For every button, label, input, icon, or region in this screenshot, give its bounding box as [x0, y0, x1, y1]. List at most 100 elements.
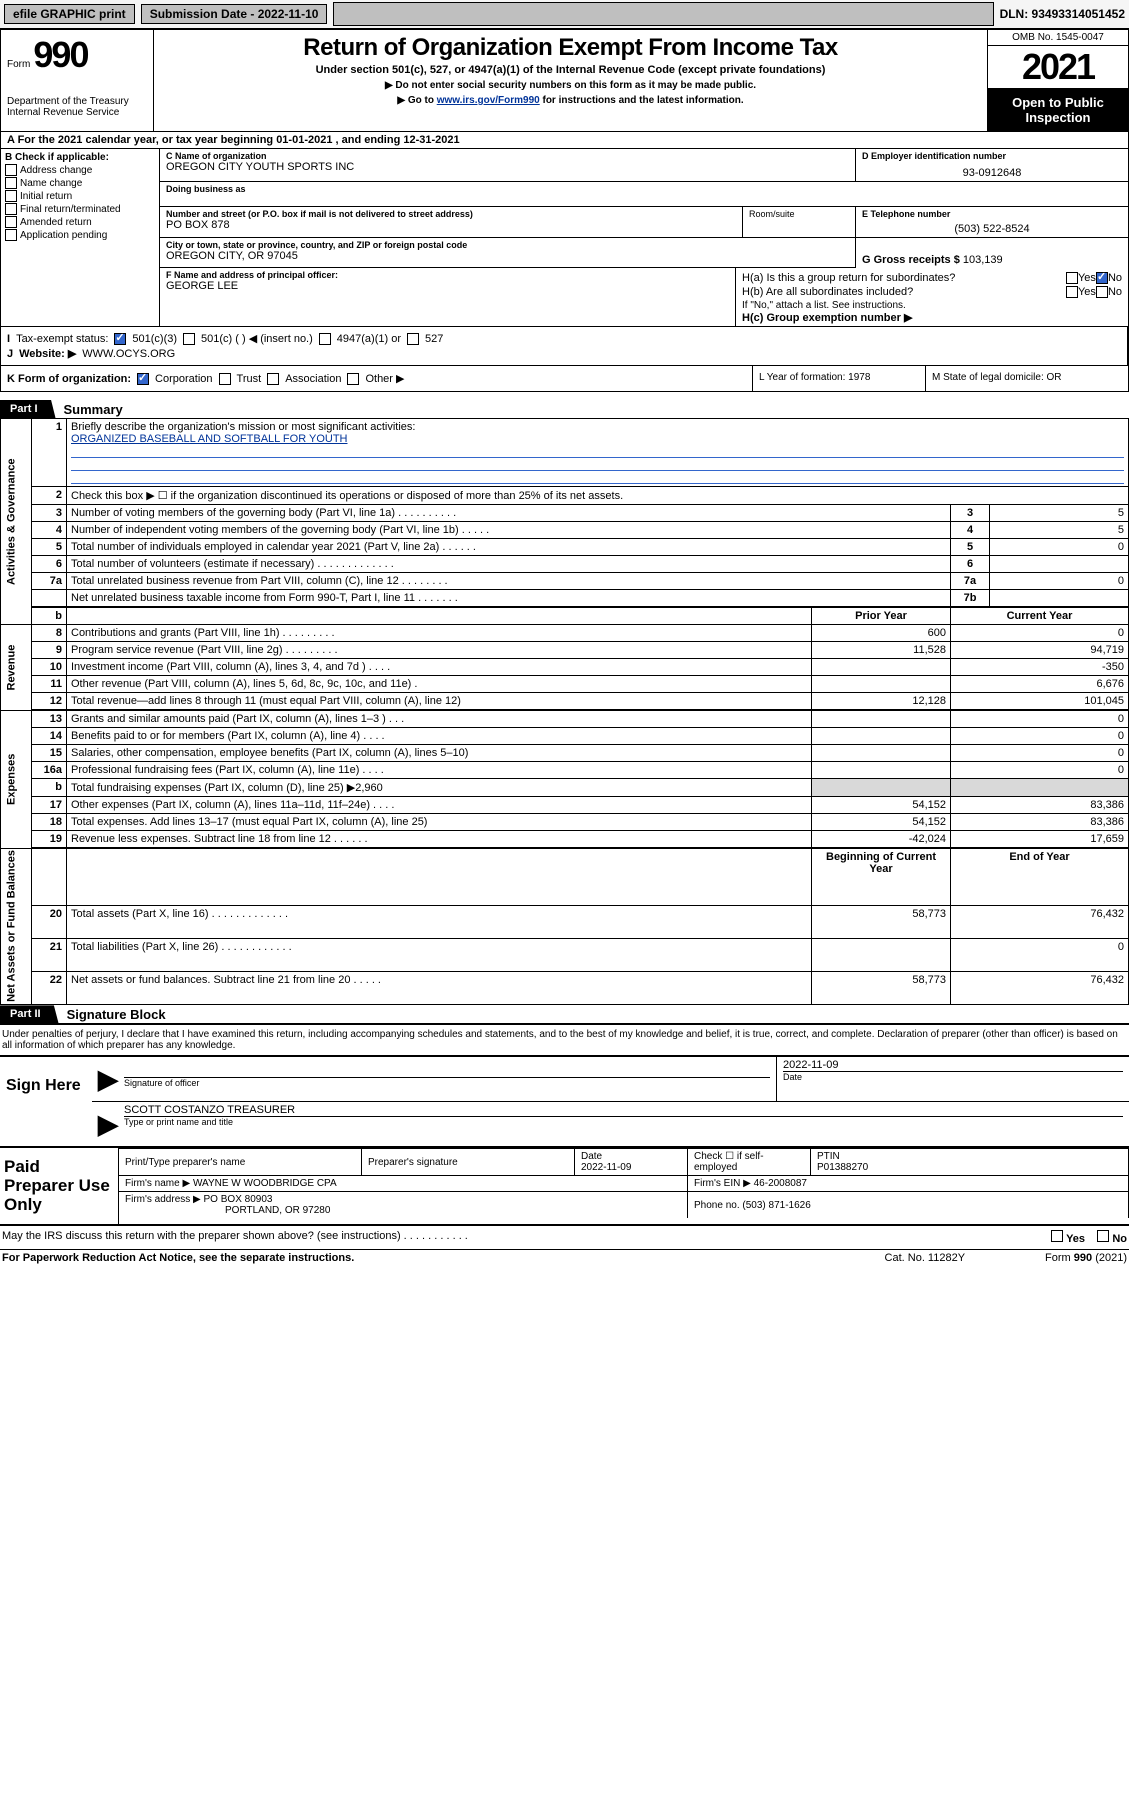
- firm-ein-value: 46-2008087: [754, 1178, 807, 1189]
- chk-trust[interactable]: [219, 373, 231, 385]
- part2-tab: Part II: [0, 1005, 59, 1023]
- p19: -42,024: [812, 831, 951, 849]
- chk-4947[interactable]: [319, 333, 331, 345]
- c16b: [951, 779, 1129, 797]
- instr-line-1: ▶ Do not enter social security numbers o…: [162, 80, 979, 91]
- footer-row: For Paperwork Reduction Act Notice, see …: [0, 1249, 1129, 1274]
- chk-address-change[interactable]: [5, 164, 17, 176]
- line6-text: Total number of volunteers (estimate if …: [67, 556, 951, 573]
- sig-name-sub: Type or print name and title: [124, 1116, 1123, 1127]
- sig-officer-sub: Signature of officer: [124, 1077, 770, 1088]
- row-a-tax-year: A For the 2021 calendar year, or tax yea…: [0, 132, 1129, 149]
- lbl-amended: Amended return: [20, 217, 92, 228]
- k-left: K Form of organization: Corporation Trus…: [1, 366, 752, 391]
- n21: 21: [32, 939, 67, 972]
- chk-other[interactable]: [347, 373, 359, 385]
- box6: 6: [951, 556, 990, 573]
- c14: 0: [951, 728, 1129, 745]
- p10: [812, 659, 951, 676]
- opt-other: Other ▶: [365, 372, 404, 385]
- ha-label: H(a) Is this a group return for subordin…: [742, 272, 1066, 284]
- line3-text: Number of voting members of the governin…: [67, 505, 951, 522]
- ein-cell: D Employer identification number 93-0912…: [855, 149, 1128, 181]
- firm-name-value: WAYNE W WOODBRIDGE CPA: [193, 1178, 337, 1189]
- form-title: Return of Organization Exempt From Incom…: [162, 34, 979, 62]
- telephone-label: E Telephone number: [862, 209, 1122, 219]
- prep-h5: PTIN: [817, 1151, 840, 1162]
- city-cell: City or town, state or province, country…: [160, 238, 856, 268]
- chk-501c[interactable]: [183, 333, 195, 345]
- n1: 1: [32, 419, 67, 487]
- footer-mid: Cat. No. 11282Y: [885, 1252, 966, 1264]
- chk-corp[interactable]: [137, 373, 149, 385]
- row-ij: I Tax-exempt status: 501(c)(3) 501(c) ( …: [0, 327, 1129, 366]
- box3: 3: [951, 505, 990, 522]
- dba-cell: Doing business as: [160, 182, 1128, 207]
- prep-h1: Print/Type preparer's name: [119, 1149, 362, 1176]
- mission-link[interactable]: ORGANIZED BASEBALL AND SOFTBALL FOR YOUT…: [71, 433, 348, 445]
- p9: 11,528: [812, 642, 951, 659]
- form-number: 990: [33, 34, 87, 75]
- opt-501c: 501(c) ( ) ◀ (insert no.): [201, 332, 313, 345]
- prep-h5-cell: PTINP01388270: [811, 1149, 1129, 1176]
- instr2-post: for instructions and the latest informat…: [540, 95, 744, 106]
- chk-hb-no[interactable]: [1096, 286, 1108, 298]
- lbl-discuss-no: No: [1112, 1233, 1127, 1245]
- chk-hb-yes[interactable]: [1066, 286, 1078, 298]
- discuss-text: May the IRS discuss this return with the…: [2, 1230, 468, 1245]
- v6: [990, 556, 1129, 573]
- v4: 5: [990, 522, 1129, 539]
- chk-amended[interactable]: [5, 216, 17, 228]
- p14: [812, 728, 951, 745]
- sign-here-label: Sign Here: [0, 1057, 92, 1146]
- org-name-label: C Name of organization: [166, 151, 849, 161]
- chk-ha-no[interactable]: [1096, 272, 1108, 284]
- chk-app-pending[interactable]: [5, 229, 17, 241]
- n6: 6: [32, 556, 67, 573]
- line16a-text: Professional fundraising fees (Part IX, …: [67, 762, 812, 779]
- irs-form990-link[interactable]: www.irs.gov/Form990: [437, 95, 540, 106]
- line10-text: Investment income (Part VIII, column (A)…: [67, 659, 812, 676]
- n-b: b: [32, 607, 67, 625]
- mission-line-1: [71, 445, 1124, 458]
- hdr-prior: Prior Year: [812, 607, 951, 625]
- efile-button[interactable]: efile GRAPHIC print: [4, 4, 135, 24]
- firm-name-label: Firm's name ▶: [125, 1178, 190, 1189]
- firm-addr2: PORTLAND, OR 97280: [225, 1205, 330, 1216]
- n3: 3: [32, 505, 67, 522]
- instr2-pre: ▶ Go to: [397, 95, 436, 106]
- chk-initial-return[interactable]: [5, 190, 17, 202]
- lbl-initial-return: Initial return: [20, 191, 72, 202]
- n9: 9: [32, 642, 67, 659]
- chk-final-return[interactable]: [5, 203, 17, 215]
- col-b-checkboxes: B Check if applicable: Address change Na…: [1, 149, 160, 326]
- line19-text: Revenue less expenses. Subtract line 18 …: [67, 831, 812, 849]
- preparer-use-only-label: Paid Preparer Use Only: [0, 1148, 119, 1224]
- chk-assoc[interactable]: [267, 373, 279, 385]
- blank-b: [67, 607, 812, 625]
- chk-discuss-no[interactable]: [1097, 1230, 1109, 1242]
- side-revenue: Revenue: [1, 625, 32, 711]
- na-blank: [67, 848, 812, 905]
- line20-text: Total assets (Part X, line 16) . . . . .…: [67, 905, 812, 938]
- p18: 54,152: [812, 814, 951, 831]
- chk-name-change[interactable]: [5, 177, 17, 189]
- row-k: K Form of organization: Corporation Trus…: [0, 366, 1129, 392]
- submission-date-button[interactable]: Submission Date - 2022-11-10: [141, 4, 328, 24]
- city-value: OREGON CITY, OR 97045: [166, 250, 849, 262]
- line12-text: Total revenue—add lines 8 through 11 (mu…: [67, 693, 812, 711]
- line16b-text: Total fundraising expenses (Part IX, col…: [67, 779, 812, 797]
- chk-527[interactable]: [407, 333, 419, 345]
- chk-discuss-yes[interactable]: [1051, 1230, 1063, 1242]
- part1-tab: Part I: [0, 400, 56, 418]
- chk-501c3[interactable]: [114, 333, 126, 345]
- dba-label: Doing business as: [166, 184, 1122, 194]
- n-na-blank: [32, 848, 67, 905]
- discuss-yes-no: Yes No: [1051, 1230, 1127, 1245]
- box7a: 7a: [951, 573, 990, 590]
- form-header: Form 990 Department of the Treasury Inte…: [0, 29, 1129, 132]
- n11: 11: [32, 676, 67, 693]
- chk-ha-yes[interactable]: [1066, 272, 1078, 284]
- sign-arrow-2: ▶: [92, 1102, 118, 1146]
- lbl-name-change: Name change: [20, 178, 82, 189]
